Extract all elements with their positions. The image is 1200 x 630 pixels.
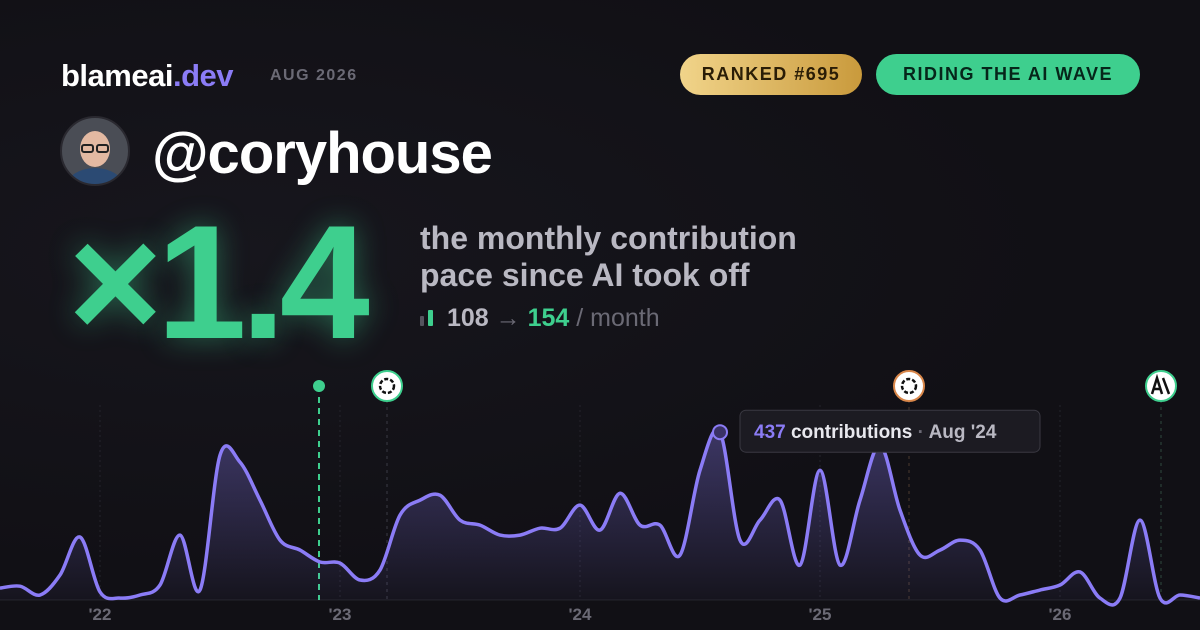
highlight-point (712, 424, 728, 441)
tooltip: 437 contributions · Aug '24 (739, 409, 1041, 453)
tooltip-box (739, 409, 1041, 453)
brand-suffix: .dev (172, 58, 234, 93)
tooltip-date: Aug '24 (929, 422, 997, 443)
openai-icon (371, 370, 403, 402)
rank-badge: RANKED #695 (680, 54, 862, 95)
pace-before: 108 (446, 304, 489, 332)
openai-glyph (900, 377, 918, 395)
tooltip-label: contributions (791, 422, 912, 443)
pace-after: 154 (527, 304, 570, 332)
tooltip-text: 437 contributions · Aug '24 (754, 422, 997, 443)
tooltip-value: 437 (754, 422, 786, 443)
area-fill (0, 429, 1200, 605)
x-tick-label: '24 (569, 605, 592, 624)
description: pace since AI took off (420, 257, 750, 293)
x-tick-label: '25 (809, 605, 832, 624)
avatar (60, 116, 130, 186)
line (0, 428, 1200, 607)
brand: blameai.dev (61, 58, 233, 94)
openai-icon (893, 370, 925, 402)
x-tick-label: '23 (329, 605, 352, 624)
pace: 108 → 154 / month (420, 304, 660, 333)
brand-name: blameai (61, 58, 173, 93)
handle: @coryhouse (152, 121, 493, 186)
event-dot (313, 380, 325, 392)
anthropic-icon (1145, 370, 1177, 402)
multiplier: ×1.4 (68, 192, 370, 373)
x-tick-label: '26 (1049, 605, 1072, 624)
date: AUG 2026 (270, 67, 358, 84)
events (313, 370, 1177, 600)
openai-glyph (378, 377, 396, 395)
pace-unit: / month (576, 304, 660, 332)
spacer: · (912, 422, 928, 443)
pace-arrow: → (495, 304, 521, 332)
pace-icon (420, 310, 433, 326)
anthropic-glyph (1150, 373, 1171, 395)
description: the monthly contribution (420, 220, 797, 256)
status-badge: RIDING THE AI WAVE (876, 54, 1140, 95)
x-tick-label: '22 (89, 605, 112, 624)
